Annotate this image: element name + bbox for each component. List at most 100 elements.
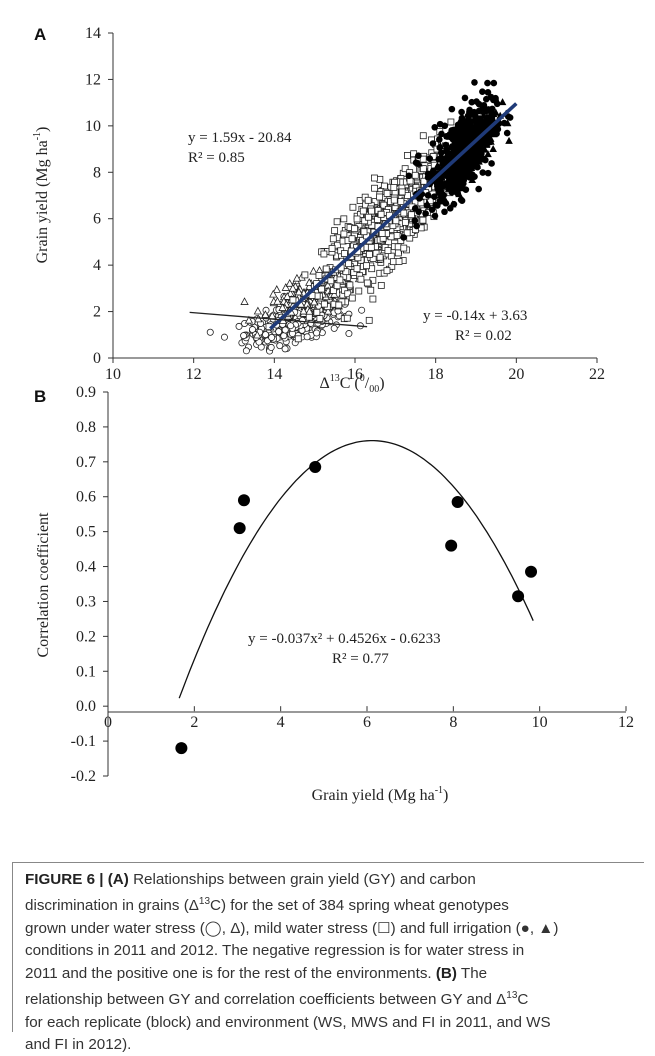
panel-a-point (331, 227, 339, 235)
panel-a-point (479, 111, 488, 119)
panel-a-point (220, 333, 228, 341)
panel-a-point (376, 253, 384, 261)
panel-b-y-tick-label: 0.7 (76, 454, 96, 471)
panel-a-point (474, 153, 482, 161)
panel-b-letter: B (34, 387, 46, 406)
panel-a-y-title: Grain yield (Mg ha-1) (32, 127, 51, 264)
panel-a-point (328, 245, 336, 252)
caption-label-b: (B) (435, 964, 457, 982)
panel-a-point (340, 215, 348, 223)
panel-a-point (395, 258, 403, 265)
panel-a-point (471, 144, 479, 152)
panel-a-point (335, 301, 343, 309)
panel-a-point (452, 169, 461, 177)
panel-a-point (433, 179, 441, 187)
panel-a-y-tick-label: 12 (85, 71, 101, 88)
panel-a-x-tick-label: 20 (508, 366, 524, 383)
panel-a-point (333, 218, 341, 226)
panel-a-point (490, 96, 497, 104)
panel-a-point (431, 212, 439, 220)
panel-a-x-tick-label: 10 (105, 366, 121, 383)
panel-a-point (468, 162, 477, 170)
panel-b-x-tick-label: 6 (363, 714, 371, 731)
panel-a-point (438, 130, 445, 138)
panel-a-point (206, 328, 214, 336)
panel-a-point (477, 136, 486, 144)
panel-a-point (400, 244, 408, 252)
panel-a-point (285, 278, 294, 287)
panel-a-point (368, 207, 375, 215)
caption-sup: 13 (198, 896, 211, 908)
panel-a-point (376, 193, 384, 201)
panel-a-point (436, 141, 445, 149)
panel-b-points (175, 461, 538, 755)
panel-a-point (482, 105, 490, 113)
panel-a-point (441, 208, 448, 216)
panel-a-point (464, 132, 472, 140)
panel-a-point (342, 268, 350, 276)
caption-text: C (517, 991, 529, 1009)
panel-a-point (487, 137, 495, 145)
panel-a-point (281, 283, 290, 291)
panel-a-neg-equation: y = -0.14x + 3.63 (423, 308, 527, 324)
panel-a-point (387, 252, 395, 260)
panel-b-r2: R² = 0.77 (332, 651, 389, 667)
panel-a-point (444, 177, 452, 185)
panel-a-point (479, 88, 486, 95)
caption-text: relationship between GY and correlation … (25, 991, 507, 1009)
panel-a-neg-r2: R² = 0.02 (455, 328, 512, 344)
panel-b-point (237, 494, 250, 507)
panel-a-point (383, 267, 391, 275)
panel-a-point (340, 230, 348, 238)
caption-text: C) for the set of 384 spring wheat genot… (210, 897, 509, 915)
panel-a-point (484, 79, 491, 87)
panel-a-point (490, 79, 498, 87)
panel-a-point (261, 310, 270, 318)
panel-a-point (398, 188, 406, 196)
panel-a-point (253, 306, 263, 315)
panel-a-point (355, 287, 363, 295)
panel-a-point (281, 345, 289, 353)
panel-a-point (459, 175, 467, 182)
panel-a-point (408, 211, 415, 219)
panel-a-point (287, 322, 295, 330)
panel-a-x-tick-label: 22 (589, 366, 605, 383)
panel-a: A 0 2 4 6 8 10 12 14 10 12 14 16 18 20 22 y = 1.59x -… (32, 25, 605, 395)
panel-a-point (372, 249, 380, 257)
panel-a-point (503, 129, 511, 137)
panel-a-point (455, 175, 463, 183)
caption-text: The (456, 964, 488, 982)
panel-a-x-title: Δ13C (0/00) (319, 373, 384, 395)
panel-a-point (333, 282, 341, 290)
panel-a-point (449, 167, 458, 175)
panel-a-point (479, 169, 487, 176)
panel-a-x-tick-label: 16 (347, 366, 363, 383)
panel-a-point (275, 328, 283, 336)
panel-a-point (318, 285, 325, 293)
panel-b-point (233, 522, 246, 535)
panel-a-point (444, 184, 453, 192)
panel-a-point (341, 250, 348, 257)
panel-a-point (384, 247, 392, 254)
panel-a-point (310, 297, 319, 306)
panel-a-point (448, 105, 456, 113)
caption-text: conditions in 2011 and 2012. The negativ… (25, 942, 525, 960)
panel-a-point (447, 118, 455, 126)
panel-a-point (473, 157, 482, 165)
panel-a-y-tick-label: 10 (85, 118, 101, 135)
panel-a-point (357, 275, 365, 283)
panel-a-point (351, 225, 358, 233)
panel-a-point (294, 287, 304, 296)
panel-a-point (346, 281, 354, 289)
panel-b-x-tick-label: 10 (532, 714, 548, 731)
panel-a-point (298, 316, 306, 324)
panel-a-point (415, 152, 422, 160)
panel-a-point (411, 171, 419, 179)
panel-a-point (365, 213, 372, 221)
panel-b: B 0.9 0.8 0.7 0.6 0.5 0.4 0.3 0.2 0.1 0.0 -0.1 -0.2… (34, 384, 634, 804)
panel-a-point (475, 185, 482, 193)
panel-b-y-tick-label: 0.9 (76, 384, 96, 401)
panel-a-point (380, 201, 388, 209)
panel-a-point (280, 332, 288, 340)
